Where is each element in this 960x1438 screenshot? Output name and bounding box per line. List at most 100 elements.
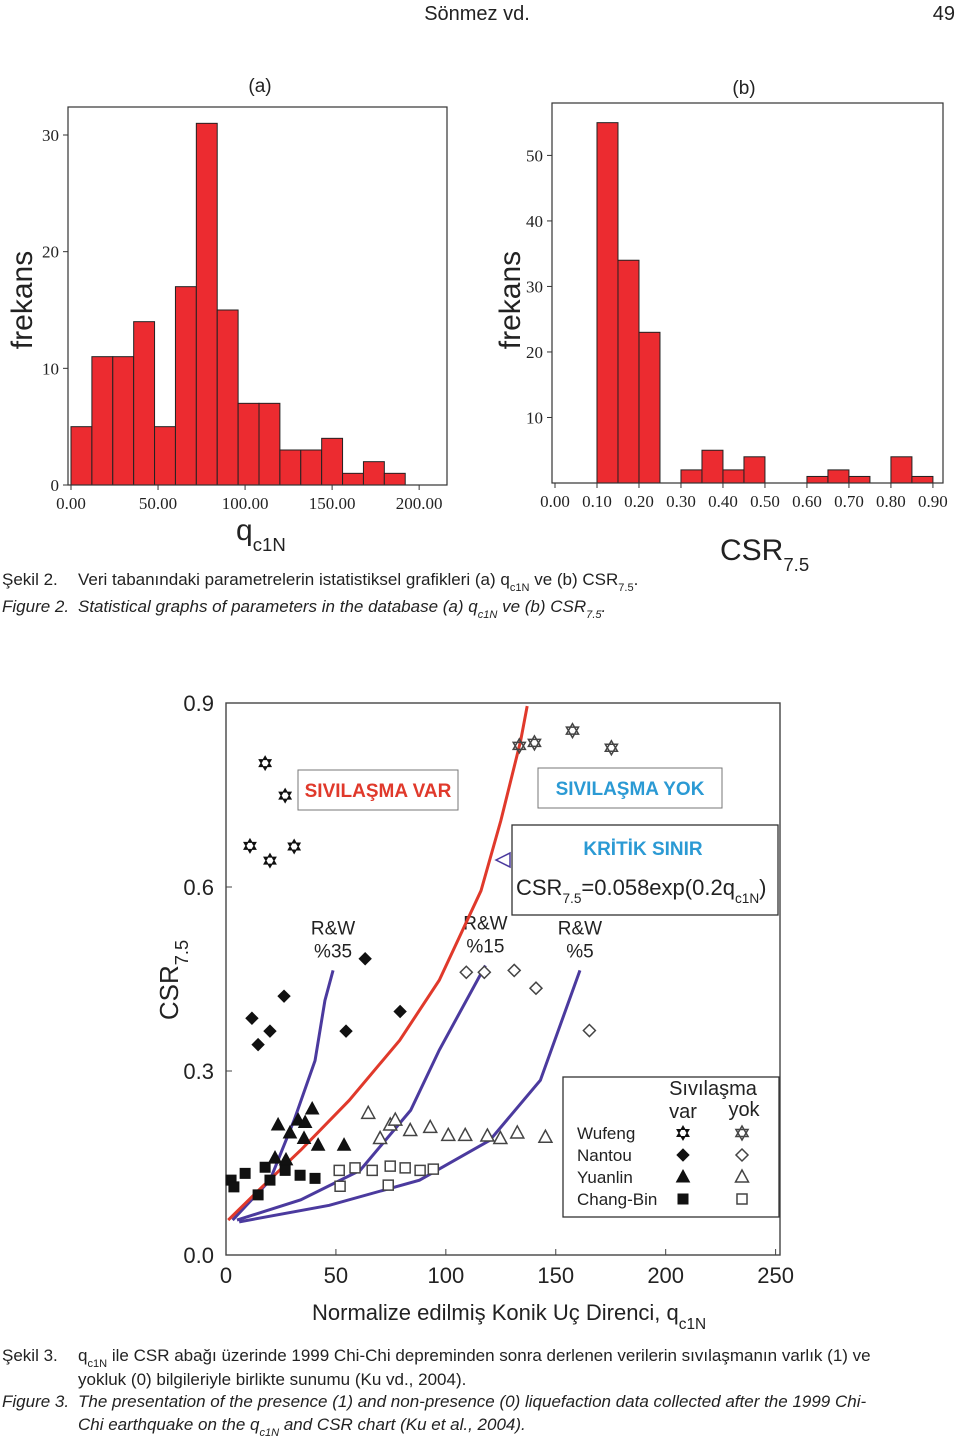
- subscript: c1N: [510, 582, 530, 594]
- bar: [174, 286, 197, 486]
- data-point: [333, 1164, 345, 1177]
- data-point: [537, 1128, 554, 1143]
- bar: [216, 309, 239, 486]
- data-point: [258, 755, 273, 772]
- bar: [154, 426, 176, 486]
- data-point: [264, 1174, 276, 1186]
- text-part: yokluk (0) bilgileriyle birlikte sunumu …: [78, 1370, 466, 1389]
- formula-box: [511, 824, 779, 916]
- data-point: [349, 1162, 361, 1174]
- data-point: [507, 963, 522, 978]
- data-point: [278, 787, 293, 804]
- legend-marker: [734, 1147, 750, 1163]
- data-point: [582, 1023, 597, 1038]
- panel-label: (a): [248, 76, 271, 97]
- bar: [362, 461, 385, 486]
- legend-marker: [734, 1168, 750, 1183]
- bar: [890, 456, 913, 484]
- data-point: [422, 1118, 438, 1134]
- curve-label: R&W: [311, 918, 355, 939]
- data-point: [511, 737, 527, 755]
- data-point: [387, 1111, 404, 1126]
- y-tick-label: 10: [42, 359, 59, 378]
- data-point: [336, 1137, 352, 1151]
- bar: [806, 475, 829, 484]
- caption-label: Şekil 2.: [2, 570, 58, 589]
- bar: [300, 449, 323, 486]
- y-tick-label: 30: [42, 126, 59, 145]
- x-tick-label: 0.30: [666, 492, 696, 511]
- bar: [321, 437, 344, 486]
- text-part: ): [759, 875, 766, 900]
- x-tick-label: 0: [220, 1263, 232, 1288]
- page-number: 49: [933, 3, 955, 25]
- bar: [596, 122, 619, 484]
- text-part: ile CSR abağı üzerinde 1999 Chi-Chi depr…: [107, 1346, 871, 1365]
- subscript: 7.5: [783, 554, 809, 575]
- subscript: 7.5: [562, 891, 581, 906]
- x-tick-label: 0.40: [708, 492, 738, 511]
- data-point: [239, 1167, 251, 1179]
- data-point: [372, 1129, 388, 1145]
- bar: [743, 456, 766, 484]
- data-point: [277, 989, 291, 1003]
- subscript: 7.5: [618, 582, 633, 594]
- annotation: SIVILAŞMA VAR: [305, 781, 452, 802]
- data-point: [310, 1137, 326, 1151]
- text-part: =0.058exp(0.2q: [581, 875, 735, 900]
- x-tick-label: 0.20: [624, 492, 654, 511]
- plot-frame: [225, 702, 781, 1256]
- x-tick-label: 100.00: [222, 494, 269, 513]
- formula: CSR7.5=0.058exp(0.2qc1N): [516, 875, 767, 906]
- subscript: c1N: [259, 1427, 279, 1438]
- bar: [279, 449, 302, 486]
- y-axis-label: CSR7.5: [154, 940, 192, 1020]
- running-header: Sönmez vd.: [424, 3, 530, 25]
- x-axis-label: Normalize edilmiş Konik Uç Direnci, qc1N: [312, 1300, 706, 1333]
- text-part: .: [634, 570, 639, 589]
- subscript: c1N: [679, 1316, 706, 1333]
- data-point: [479, 1127, 496, 1142]
- bar: [112, 356, 135, 486]
- data-point: [440, 1126, 457, 1142]
- bar: [638, 331, 661, 484]
- bar: [70, 426, 93, 486]
- legend-title: Sıvılaşma: [669, 1078, 758, 1100]
- caption-text: qc1N ile CSR abağı üzerinde 1999 Chi-Chi…: [78, 1346, 871, 1370]
- x-tick-label: 200: [647, 1263, 684, 1288]
- curve-label: %15: [466, 937, 504, 958]
- plot-frame: [551, 102, 944, 484]
- bar: [848, 475, 871, 484]
- bar: [680, 469, 703, 484]
- legend-label: Yuanlin: [577, 1168, 633, 1187]
- data-point: [384, 1160, 396, 1172]
- data-point: [393, 1004, 407, 1019]
- data-point: [509, 1124, 526, 1139]
- text-part: q: [78, 1346, 87, 1365]
- bar: [258, 402, 281, 486]
- caption-text: Statistical graphs of parameters in the …: [78, 597, 606, 621]
- data-point: [414, 1164, 426, 1177]
- y-tick-label: 0: [51, 476, 60, 495]
- data-point: [296, 1130, 312, 1144]
- annotation: KRİTİK SINIR: [583, 839, 703, 860]
- legend-marker: [677, 1193, 689, 1205]
- y-tick-label: 0.3: [183, 1059, 214, 1084]
- y-axis-label: frekans: [6, 251, 39, 349]
- data-point: [427, 1163, 440, 1175]
- x-axis-label: qc1N: [236, 514, 286, 555]
- y-tick-label: 20: [526, 343, 543, 362]
- legend-column: var: [669, 1101, 697, 1123]
- x-tick-label: 0.70: [834, 492, 864, 511]
- curve-label: R&W: [463, 914, 507, 935]
- bar: [237, 402, 260, 486]
- data-point: [382, 1179, 394, 1191]
- data-point: [339, 1024, 353, 1038]
- y-tick-label: 0.6: [183, 875, 214, 900]
- x-tick-label: 0.00: [56, 494, 86, 513]
- data-point: [287, 838, 302, 855]
- caption-label: Figure 3.: [2, 1392, 69, 1411]
- y-tick-label: 0.0: [183, 1243, 214, 1268]
- x-tick-label: 250: [757, 1263, 794, 1288]
